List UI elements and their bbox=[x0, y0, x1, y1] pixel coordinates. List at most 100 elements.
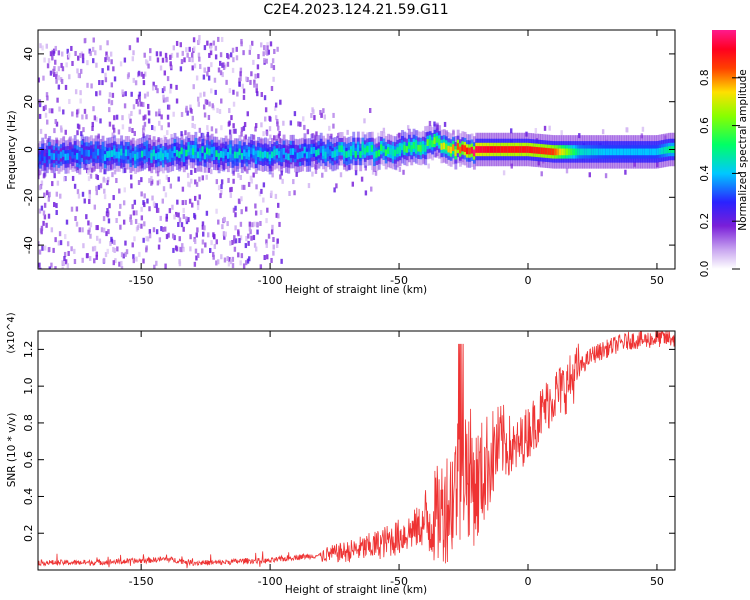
spectrogram-noise-cell bbox=[277, 202, 280, 208]
spectrogram-ridge-cell bbox=[259, 150, 263, 158]
spectrogram-noise-cell bbox=[143, 221, 146, 227]
spectrogram-noise-cell bbox=[107, 98, 111, 104]
spectrogram-ridge-cell bbox=[544, 147, 548, 155]
spectrogram-noise-cell bbox=[178, 261, 182, 267]
spectrogram-ridge-cell bbox=[287, 153, 291, 161]
spectrogram-ridge-cell bbox=[431, 140, 435, 147]
spectrogram-ridge-cell bbox=[579, 148, 583, 156]
spectrogram-noise-cell bbox=[360, 176, 364, 182]
spectrogram-ridge-cell bbox=[134, 153, 137, 161]
spectrogram-noise-cell bbox=[117, 129, 121, 135]
spectrogram-noise-cell bbox=[259, 220, 262, 226]
spectrogram-noise-cell bbox=[179, 42, 182, 48]
spectrogram-noise-cell bbox=[150, 175, 153, 181]
spectrogram-noise-cell bbox=[142, 133, 145, 139]
spectrogram-ridge-cell bbox=[380, 144, 384, 152]
spectrogram-ridge-cell bbox=[459, 146, 462, 154]
spectrogram-noise-cell bbox=[140, 206, 143, 212]
spectrogram-ridge-cell bbox=[78, 154, 82, 162]
spectrogram-noise-cell bbox=[110, 236, 113, 242]
spectrogram-noise-cell bbox=[118, 261, 121, 267]
spectrogram-noise-cell bbox=[61, 51, 64, 57]
spectrogram-noise-cell bbox=[198, 35, 201, 41]
spectrogram-noise-cell bbox=[168, 208, 172, 214]
spectrogram-ridge-cell bbox=[69, 149, 72, 157]
spectrogram-noise-cell bbox=[237, 252, 240, 258]
spectrogram-noise-cell bbox=[184, 130, 187, 136]
spectrogram-noise-cell bbox=[270, 85, 274, 91]
spectrogram-noise-cell bbox=[86, 82, 89, 88]
spectrogram-noise-cell bbox=[198, 127, 202, 133]
spectrogram-y-tick-label: 20 bbox=[22, 95, 35, 109]
spectrogram-noise-cell bbox=[175, 246, 179, 252]
spectrogram-ridge-cell bbox=[663, 147, 667, 154]
spectrogram-ridge-cell bbox=[419, 145, 423, 152]
spectrogram-noise-cell bbox=[156, 207, 160, 213]
spectrogram-noise-cell bbox=[161, 198, 164, 204]
spectrogram-noise-cell bbox=[262, 197, 265, 203]
spectrogram-noise-cell bbox=[79, 68, 83, 74]
spectrogram-noise-cell bbox=[240, 196, 243, 202]
spectrogram-noise-cell bbox=[210, 62, 213, 68]
spectrogram-noise-cell bbox=[268, 126, 272, 132]
spectrogram-noise-cell bbox=[194, 248, 198, 254]
spectrogram-noise-cell bbox=[107, 176, 110, 182]
spectrogram-noise-cell bbox=[143, 193, 146, 199]
spectrogram-noise-cell bbox=[214, 45, 218, 51]
spectrogram-noise-cell bbox=[225, 79, 228, 85]
spectrogram-noise-cell bbox=[319, 109, 322, 115]
spectrogram-noise-cell bbox=[244, 243, 248, 249]
spectrogram-noise-cell bbox=[110, 100, 114, 106]
spectrogram-noise-cell bbox=[534, 128, 538, 134]
spectrogram-noise-cell bbox=[560, 130, 563, 136]
spectrogram-noise-cell bbox=[543, 125, 547, 131]
spectrogram-noise-cell bbox=[68, 98, 71, 104]
spectrogram-noise-cell bbox=[548, 125, 551, 131]
spectrogram-ridge-cell bbox=[498, 146, 502, 153]
spectrogram-ridge-cell bbox=[475, 146, 479, 153]
spectrogram-noise-cell bbox=[339, 172, 343, 178]
spectrogram-noise-cell bbox=[178, 217, 182, 223]
spectrogram-noise-cell bbox=[215, 239, 218, 245]
spectrogram-noise-cell bbox=[138, 109, 142, 115]
spectrogram-noise-cell bbox=[288, 190, 291, 196]
spectrogram-noise-cell bbox=[271, 224, 274, 230]
spectrogram-noise-cell bbox=[172, 111, 175, 117]
spectrogram-noise-cell bbox=[167, 122, 170, 128]
spectrogram-ridge-cell bbox=[442, 142, 446, 150]
spectrogram-noise-cell bbox=[150, 125, 154, 131]
spectrogram-noise-cell bbox=[104, 77, 108, 83]
spectrogram-y-tick-label: -40 bbox=[22, 236, 35, 254]
spectrogram-noise-cell bbox=[315, 131, 318, 137]
spectrogram-noise-cell bbox=[81, 257, 84, 263]
spectrogram-noise-cell bbox=[58, 106, 61, 112]
spectrogram-noise-cell bbox=[127, 72, 130, 78]
spectrogram-ridge-cell bbox=[352, 145, 356, 152]
spectrogram-noise-cell bbox=[231, 256, 235, 262]
spectrogram-ridge-cell bbox=[168, 151, 172, 159]
spectrogram-noise-cell bbox=[129, 214, 133, 220]
spectrogram-noise-cell bbox=[159, 65, 163, 71]
spectrogram-noise-cell bbox=[588, 172, 591, 178]
spectrogram-noise-cell bbox=[265, 218, 268, 224]
spectrogram-noise-cell bbox=[147, 63, 150, 69]
spectrogram-noise-cell bbox=[216, 107, 219, 113]
spectrogram-noise-cell bbox=[234, 225, 237, 231]
spectrogram-ridge-cell bbox=[187, 145, 191, 153]
spectrogram-ridge-cell bbox=[440, 143, 444, 150]
spectrogram-ridge-cell bbox=[277, 151, 281, 158]
spectrogram-noise-cell bbox=[502, 170, 506, 176]
spectrogram-noise-cell bbox=[332, 123, 335, 129]
spectrogram-noise-cell bbox=[248, 221, 252, 227]
spectrogram-noise-cell bbox=[259, 264, 263, 269]
spectrogram-noise-cell bbox=[244, 260, 248, 266]
spectrogram-noise-cell bbox=[145, 236, 148, 242]
spectrogram-ridge-cell bbox=[384, 149, 388, 157]
spectrogram-noise-cell bbox=[164, 192, 168, 198]
spectrogram-noise-cell bbox=[257, 54, 260, 60]
spectrogram-noise-cell bbox=[104, 57, 107, 63]
spectrogram-ridge-cell bbox=[651, 148, 655, 156]
spectrogram-noise-cell bbox=[43, 202, 47, 208]
spectrogram-noise-cell bbox=[274, 115, 278, 121]
spectrogram-noise-cell bbox=[102, 227, 106, 233]
